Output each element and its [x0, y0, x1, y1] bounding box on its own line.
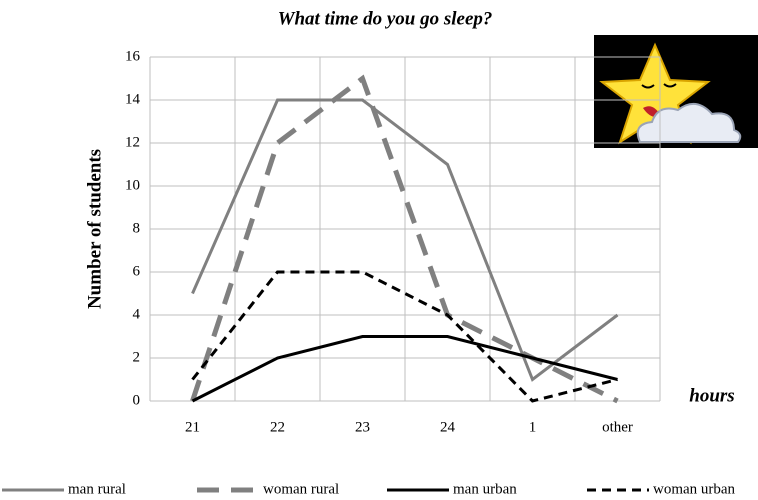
- y-tick-label: 6: [133, 263, 141, 279]
- y-tick-label: 0: [133, 392, 141, 408]
- x-tick-label: 24: [440, 419, 456, 435]
- y-axis-title: Number of students: [84, 149, 105, 309]
- sleeping-star-image: [594, 35, 758, 148]
- series-line: [191, 98, 619, 382]
- x-tick-label: 23: [355, 419, 370, 435]
- legend-label: woman rural: [263, 481, 339, 497]
- y-tick-label: 14: [125, 91, 141, 107]
- x-tick-label: 1: [529, 419, 537, 435]
- y-tick-label: 2: [133, 349, 141, 365]
- x-axis-title: hours: [689, 385, 734, 406]
- y-tick-label: 12: [125, 134, 140, 150]
- y-tick-label: 8: [133, 220, 141, 236]
- legend-label: man urban: [453, 481, 517, 497]
- y-tick-label: 10: [125, 177, 140, 193]
- y-tick-label: 16: [125, 48, 141, 64]
- legend-label: woman urban: [653, 481, 736, 497]
- x-tick-label: 22: [270, 419, 285, 435]
- series-line: [191, 270, 618, 403]
- y-tick-label: 4: [133, 306, 141, 322]
- x-tick-label: 21: [185, 419, 200, 435]
- legend-label: man rural: [68, 481, 126, 497]
- chart-title: What time do you go sleep?: [278, 8, 493, 29]
- x-tick-label: other: [602, 419, 633, 435]
- series-line: [191, 335, 618, 403]
